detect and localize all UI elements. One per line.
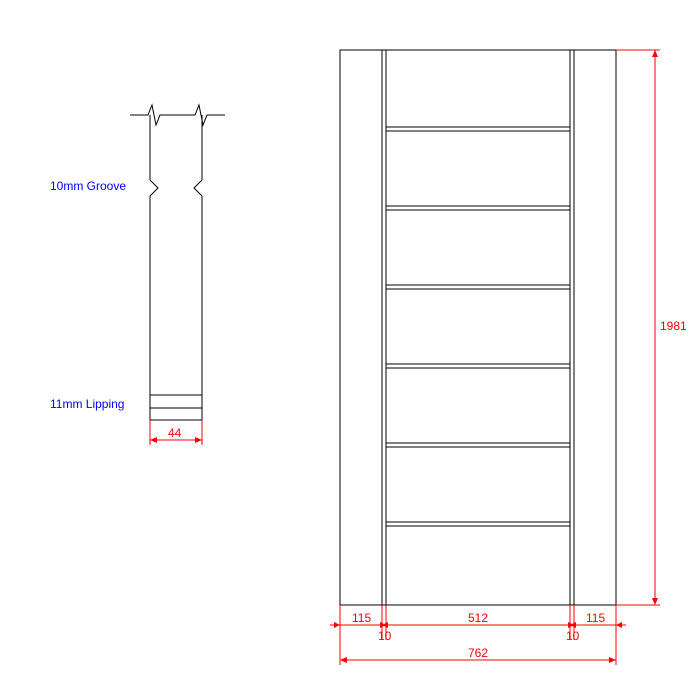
dim-115-l: 115 [352,611,371,625]
profile-right [194,115,202,420]
door-front [340,50,616,605]
arrow-r [195,437,202,443]
dim-115-r: 115 [586,611,605,625]
dim-widths-row1: 115 512 115 10 10 [330,605,626,643]
profile-left [150,115,158,420]
profile-section: 10mm Groove 11mm Lipping 44 [50,105,225,445]
arrow-l [150,437,157,443]
dim-10-r: 10 [566,629,580,643]
technical-drawing: 10mm Groove 11mm Lipping 44 [0,0,700,700]
dim-762: 762 [468,646,488,660]
groove-label: 10mm Groove [50,179,126,193]
dim-10-l: 10 [378,629,392,643]
dim-full-width: 762 [340,640,616,665]
panel-rails [386,127,570,526]
lipping-label: 11mm Lipping [50,397,124,411]
dim-1981: 1981 [660,319,687,333]
break-line-top [130,105,225,125]
dim-height: 1981 [616,50,687,605]
dim-44: 44 [168,426,182,440]
dim-512: 512 [468,611,488,625]
